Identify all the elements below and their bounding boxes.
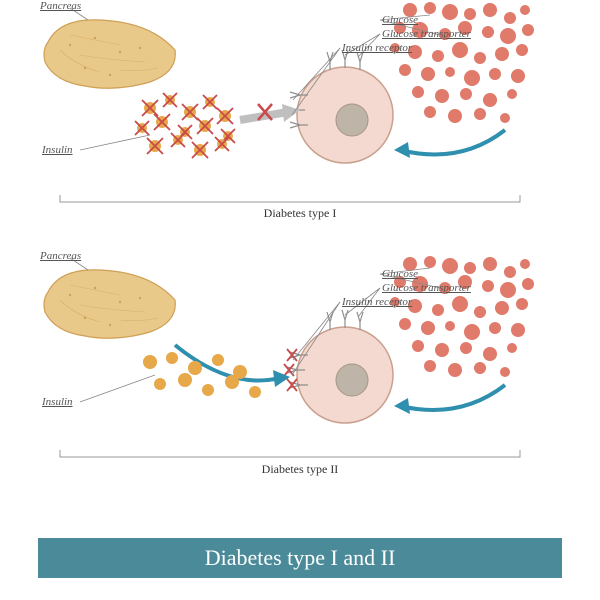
label-glucose-transporter: Glucose transporter xyxy=(382,28,471,40)
receptors-left-crossed xyxy=(284,349,308,391)
title-text: Diabetes type I and II xyxy=(205,545,396,571)
label-glucose: Glucose xyxy=(382,14,418,26)
bracket xyxy=(60,195,520,202)
label-glucose-transporter-2: Glucose transporter xyxy=(382,282,471,294)
cell-shape xyxy=(297,327,393,423)
caption-type2: Diabetes type II xyxy=(0,462,600,477)
glucose-arrow xyxy=(394,130,505,158)
label-glucose-2: Glucose xyxy=(382,268,418,280)
title-bar: Diabetes type I and II xyxy=(38,538,562,578)
label-pancreas: Pancreas xyxy=(40,0,81,12)
pancreas-shape xyxy=(44,20,175,88)
label-pancreas-2: Pancreas xyxy=(40,250,81,262)
cell-shape xyxy=(297,67,393,163)
glucose-arrow xyxy=(394,385,505,414)
bracket xyxy=(60,450,520,457)
blocked-arrow xyxy=(240,104,300,122)
label-insulin-receptor-2: Insulin receptor xyxy=(342,296,412,308)
label-insulin-receptor: Insulin receptor xyxy=(342,42,412,54)
insulin-cluster-crossed xyxy=(135,93,235,158)
insulin-cluster xyxy=(143,352,261,398)
label-insulin-2: Insulin xyxy=(42,396,73,408)
label-insulin: Insulin xyxy=(42,144,73,156)
pancreas-shape xyxy=(44,270,175,338)
caption-type1: Diabetes type I xyxy=(0,206,600,221)
